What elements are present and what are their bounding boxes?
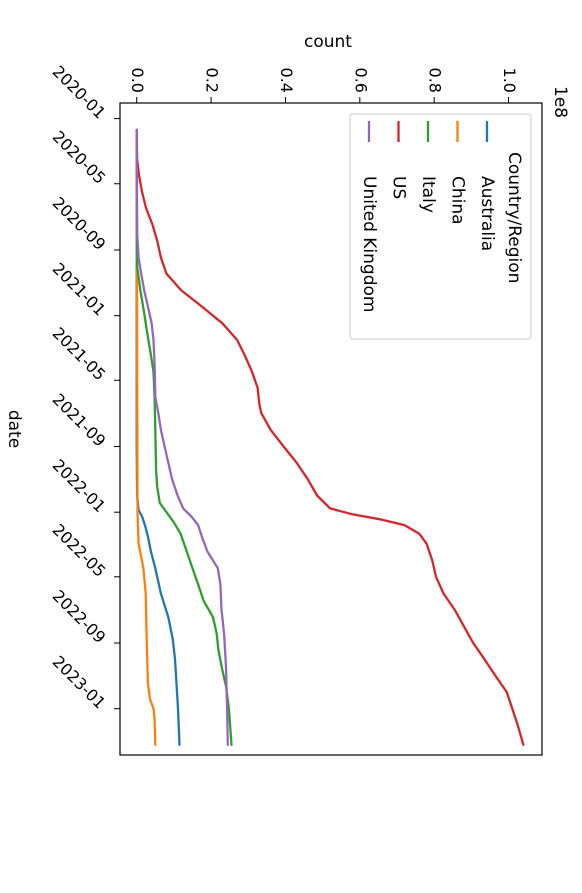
legend-label: Italy [418,176,438,213]
legend-label: United Kingdom [359,176,379,312]
y-tick-label: 0.4 [277,68,296,93]
series-line-china [135,128,157,746]
legend-label: China [448,176,468,225]
series-line-italy [135,128,233,746]
legend-box [349,113,532,340]
y-tick-label: 0.0 [128,68,147,93]
plot-frame [119,102,543,756]
series-line-us [135,128,525,746]
y-tick-label: 0.8 [426,68,445,93]
y-axis-multiplier: 1e8 [550,86,570,118]
x-axis-label: date [4,410,24,448]
legend-title: Country/Region [504,152,524,283]
y-tick-label: 1.0 [500,68,519,93]
legend-label: US [389,176,409,199]
legend-label: Australia [477,176,497,251]
series-line-united-kingdom [135,128,229,746]
y-tick-label: 0.2 [203,68,222,93]
y-axis-label: count [304,32,352,52]
series-layer [135,128,525,746]
y-tick-label: 0.6 [351,68,370,93]
y-axis: 0.0 0.2 0.4 0.6 0.8 1.0 [128,68,519,103]
legend: Country/Region Australia China Italy US Unit… [349,113,532,340]
